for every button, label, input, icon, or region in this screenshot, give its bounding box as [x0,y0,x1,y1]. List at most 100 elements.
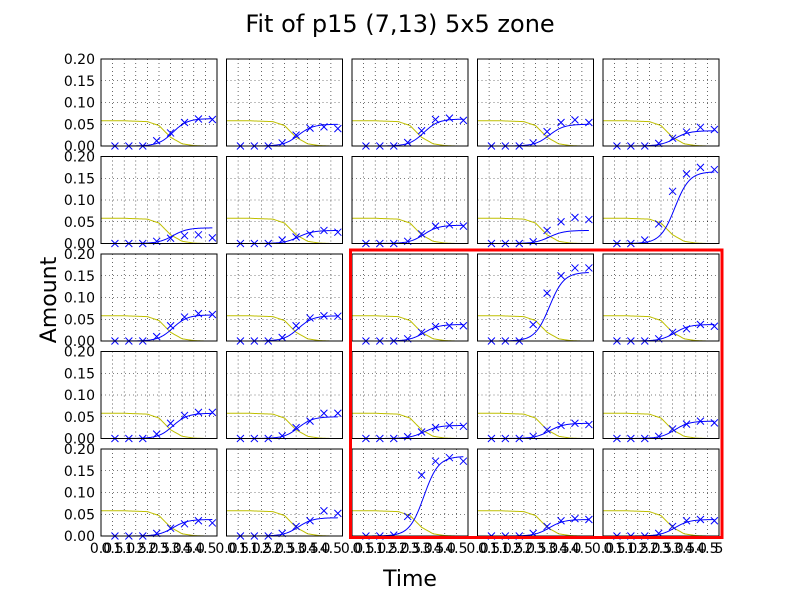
decay-curve [477,315,585,342]
observed-point [417,471,426,479]
subplot-frame [351,156,469,244]
decay-curve [101,510,208,537]
decay-curve [101,412,208,439]
x-tick-label: 1.0 [615,541,637,557]
observed-point [445,421,454,430]
observed-point [194,516,203,525]
observed-point [166,321,175,330]
observed-point [710,125,719,134]
observed-point [292,321,300,330]
observed-point [403,512,412,521]
subplot-panel [602,253,720,345]
x-tick-label: 3.0 [285,541,307,557]
y-tick-label: 0.10 [64,291,95,307]
x-tick-label: 2.0 [136,541,158,557]
x-tick-label: 0.5 [227,541,249,557]
x-tick-label: 1.0 [364,541,386,557]
subplot-frame [100,448,218,537]
observed-point [459,116,468,125]
decay-curve [477,412,585,439]
observed-point [417,328,426,337]
x-tick-label: 1.0 [490,541,512,557]
observed-point [194,408,203,417]
observed-point [557,271,565,280]
x-tick-label: 2.0 [638,541,660,557]
observed-point [208,408,217,417]
y-tick-label: 0.10 [64,388,95,404]
x-tick-label: 4.5 [445,541,467,557]
observed-point [320,226,328,235]
x-tick-label: 0.5 [478,541,500,557]
observed-point [334,409,342,418]
observed-point [585,420,593,429]
subplot-panel [100,351,218,443]
subplot-panel [100,156,218,248]
decay-curve [352,315,459,342]
subplot-frame [226,253,343,342]
subplot-frame [100,351,218,439]
subplot-panel [100,448,218,540]
decay-curve [603,510,710,537]
fit-curve [226,230,338,244]
decay-curve [603,412,710,439]
observed-point [543,522,551,531]
y-tick-label: 0.00 [64,529,95,545]
decay-curve [603,120,710,147]
fit-curve [352,456,464,537]
y-tick-label: 0.10 [64,193,95,209]
subplot-panel [100,253,218,345]
decay-curve [226,412,334,439]
subplot-panel [477,448,594,540]
observed-point [208,310,217,319]
observed-point [571,213,579,222]
observed-point [640,236,649,244]
observed-point [431,322,440,331]
observed-point [529,139,538,147]
subplot-frame [602,448,720,537]
observed-point [166,234,175,243]
subplot-frame [100,156,218,244]
observed-point [668,134,677,143]
y-tick-label: 0.20 [64,52,95,68]
subplot-frame [351,58,469,147]
x-tick-label: 4.0 [559,541,581,557]
observed-point [152,332,161,341]
x-tick-label: 1.5 [250,541,272,557]
subplot-panel [226,58,343,150]
subplot-frame [602,253,720,342]
subplot-frame [226,156,343,244]
observed-point [320,506,328,515]
observed-point [194,309,203,318]
observed-point [668,187,677,196]
decay-curve [226,217,334,244]
y-tick-label: 0.10 [64,96,95,112]
observed-point [403,138,412,147]
observed-point [334,509,342,518]
observed-point [710,418,719,427]
y-tick-label: 0.00 [64,139,95,155]
observed-point [682,324,691,333]
observed-point [180,411,189,420]
observed-point [278,139,287,147]
observed-point [668,522,677,531]
subplot-frame [226,58,343,147]
y-tick-label: 0.00 [64,237,95,253]
observed-point [529,237,538,246]
observed-point [431,115,440,124]
observed-point [585,264,593,272]
observed-point [292,233,300,241]
x-tick-label: 3.5 [422,541,444,557]
x-tick-label: 3.0 [536,541,558,557]
observed-point [557,217,565,226]
x-tick-label: 3.0 [661,541,683,557]
y-tick-label: 0.20 [64,150,95,166]
observed-point [334,312,342,321]
observed-point [571,116,579,124]
observed-point [320,123,328,131]
observed-point [166,129,175,137]
observed-point [152,136,161,145]
observed-point [292,131,300,139]
highlight-zone-box [349,248,724,539]
y-tick-label: 0.15 [64,171,95,187]
